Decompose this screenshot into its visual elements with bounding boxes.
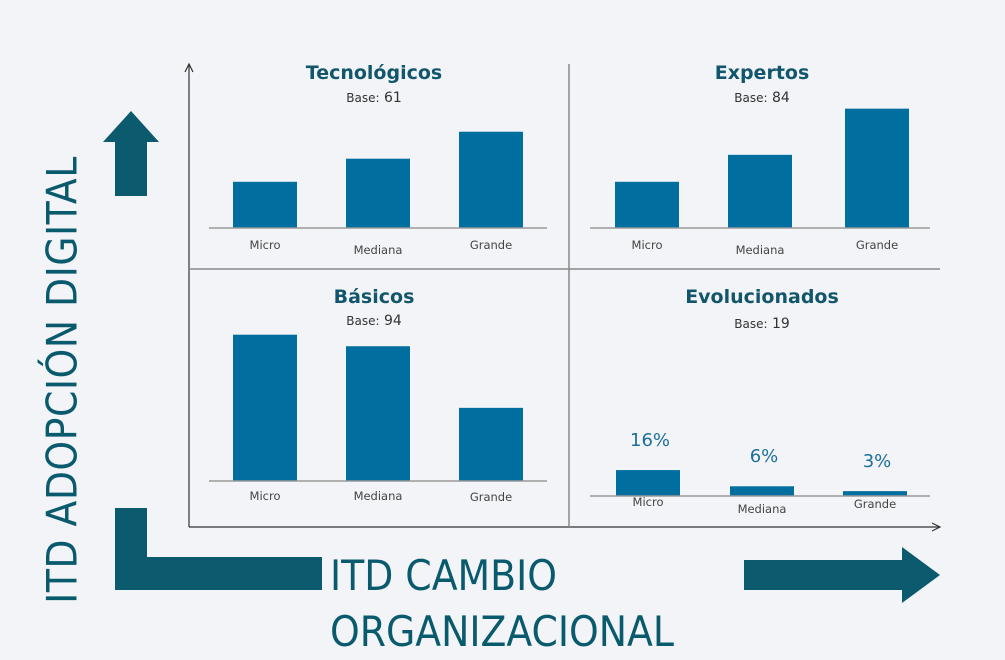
bar-grande: [459, 407, 523, 481]
quadrant-base: Base: 61: [346, 90, 402, 106]
quadrant-title: Básicos: [333, 286, 415, 308]
category-label: Mediana: [353, 243, 403, 257]
category-label: Mediana: [353, 489, 403, 503]
category-label: Mediana: [735, 243, 785, 257]
category-label: Mediana: [737, 502, 787, 516]
bar-micro: [616, 470, 680, 496]
y-axis-title: ITD ADOPCIÓN DIGITAL: [37, 156, 87, 604]
bar-grande: [845, 108, 909, 228]
category-label: Grande: [853, 497, 897, 511]
base-label: Base:: [346, 91, 380, 105]
base-value: 19: [767, 316, 790, 332]
category-label: Grande: [855, 238, 899, 252]
bar-micro: [233, 334, 297, 481]
bar-grande: [459, 131, 523, 228]
category-label: Micro: [631, 238, 663, 252]
bar-grande: [843, 491, 907, 496]
y-axis-arrowhead: [184, 62, 194, 73]
bar-mediana: [728, 154, 792, 228]
quadrant-title: Expertos: [714, 62, 810, 84]
bar-mediana: [346, 158, 410, 228]
value-label: 3%: [862, 451, 892, 473]
base-label: Base:: [734, 317, 768, 331]
bar-mediana: [346, 346, 410, 481]
quadrant-title: Evolucionados: [685, 286, 839, 308]
quadrant-base: Base: 94: [346, 313, 402, 329]
category-label: Grande: [469, 238, 513, 252]
category-label: Micro: [249, 238, 281, 252]
quadrant-base: Base: 19: [734, 316, 790, 332]
up-arrow-icon: [103, 111, 159, 196]
bar-micro: [615, 181, 679, 228]
bars-layer: [209, 108, 930, 497]
base-label: Base:: [734, 91, 768, 105]
category-label: Micro: [249, 489, 281, 503]
base-value: 61: [379, 90, 402, 106]
quadrant-title: Tecnológicos: [305, 62, 443, 84]
value-label: 16%: [629, 430, 671, 452]
base-label: Base:: [346, 314, 380, 328]
base-value: 94: [379, 313, 402, 329]
corner-l-shape: [115, 508, 322, 590]
category-label: Grande: [469, 490, 513, 504]
x-axis-arrowhead: [931, 522, 942, 532]
bar-mediana: [730, 486, 794, 496]
category-label: Micro: [632, 495, 664, 509]
value-label: 6%: [749, 446, 779, 468]
quadrant-base: Base: 84: [734, 90, 790, 106]
x-axis-title-line1: ITD CAMBIO: [330, 551, 557, 600]
base-value: 84: [767, 90, 790, 106]
bar-micro: [233, 181, 297, 228]
x-axis-title-line2: ORGANIZACIONAL: [330, 607, 674, 656]
right-arrow-icon: [744, 547, 940, 603]
x-axis-title: ITD CAMBIO ORGANIZACIONAL: [330, 548, 674, 660]
